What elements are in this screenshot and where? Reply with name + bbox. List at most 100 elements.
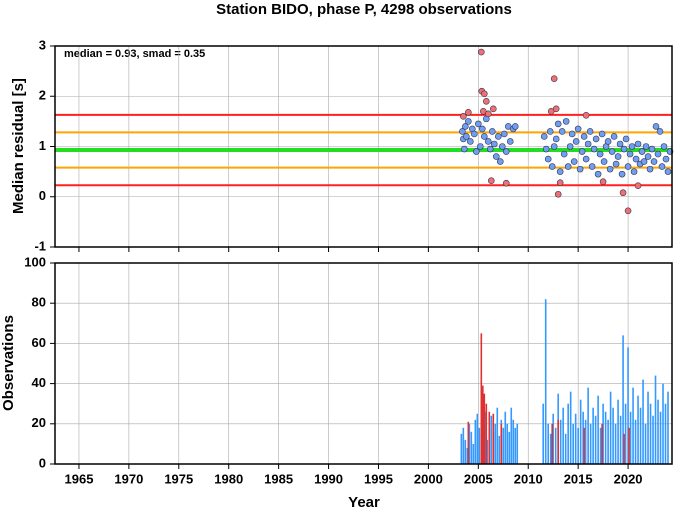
point [473,148,480,155]
point [624,207,632,215]
bar [472,443,475,464]
bar [609,391,612,464]
x-tick-label: 1965 [65,471,94,486]
bar [502,427,505,464]
bar [639,407,642,464]
bar [582,411,584,464]
point [465,109,472,116]
y-tick-label: 40 [32,375,46,390]
point [506,138,514,145]
bar [649,403,652,464]
point [604,138,612,145]
point [592,135,600,143]
point [619,189,627,197]
point [552,105,560,113]
point [498,143,506,150]
point [610,133,618,140]
point [496,158,504,165]
y-tick-label: 1 [39,138,46,153]
bar [597,395,599,464]
point [471,130,478,138]
bar [552,413,554,464]
x-tick-label: 2015 [564,471,593,486]
bar [602,403,604,464]
y-tick-label: 2 [39,88,46,103]
point [622,135,630,143]
point [550,143,558,150]
bar [564,433,567,464]
bar [470,431,473,464]
point [484,110,492,118]
bar [512,419,515,464]
point [478,48,485,56]
point [494,133,502,140]
point [586,128,594,135]
point [465,118,472,125]
bar [462,427,465,464]
bar [551,423,553,464]
bar [508,431,511,464]
bar [494,423,497,464]
bar [599,427,602,464]
x-tick-label: 2010 [514,471,543,486]
point [590,145,598,153]
x-tick-label: 1975 [164,471,193,486]
point [492,153,500,160]
plot-frame [54,262,673,465]
bar [594,415,597,464]
bar [474,419,477,464]
point [477,143,484,150]
point [479,125,486,133]
point [640,158,648,165]
x-tick-label: 2005 [464,471,493,486]
point [664,168,672,175]
bar [562,407,564,464]
point [614,153,622,160]
point [500,130,508,138]
point [546,128,554,135]
point [638,148,646,155]
bar [484,411,487,464]
bar [657,399,659,464]
point [660,143,668,150]
bar [569,391,572,464]
point [578,148,586,155]
point [566,143,574,150]
y-tick-label: 0 [39,188,46,203]
point [481,133,488,140]
point [481,90,488,98]
bar [488,411,491,464]
point [608,148,616,155]
bar [467,421,470,464]
y-tick-label: 20 [32,415,46,430]
point [624,163,632,170]
bar [542,403,545,464]
point [599,178,607,185]
point [634,182,642,189]
point [616,140,624,148]
bar [557,419,559,464]
bar [667,391,669,464]
bar [622,335,624,464]
point [461,145,468,153]
point [594,170,602,178]
bar [634,419,637,464]
bar [579,399,582,464]
point [502,179,510,187]
plot-frame [54,45,673,248]
y-tick-label: 0 [39,455,46,470]
bar [664,403,667,464]
point [488,128,496,135]
x-tick-label: 2020 [614,471,643,486]
point [463,133,470,140]
bar [574,413,577,464]
point [628,143,636,150]
bar [601,423,603,464]
bar [567,403,569,464]
bar [629,411,632,464]
bar [577,427,579,464]
point [483,97,490,105]
point [560,150,568,158]
bar [544,299,547,464]
